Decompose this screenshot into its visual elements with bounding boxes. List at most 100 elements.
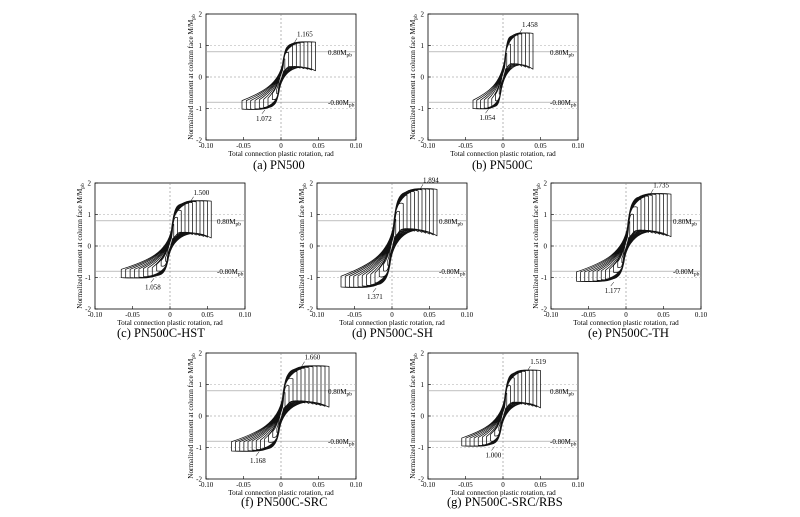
x-tick-label: -0.10 <box>544 311 559 319</box>
y-tick-label: -2 <box>307 306 313 314</box>
plot-frame <box>427 13 579 141</box>
chart-plot-b: -0.10 -0.05 0 0.05 0.10 2 1 0 -1 -2 Total connecti… <box>409 11 585 159</box>
chart-plot-a: -0.10 -0.05 0 0.05 0.10 2 1 0 -1 -2 Total connecti… <box>187 11 363 159</box>
y-tick-label: -2 <box>418 137 424 145</box>
y-tick-label: 1 <box>199 42 203 50</box>
max-moment-label: 1.500 <box>194 189 210 197</box>
y-tick-label: -1 <box>85 274 91 282</box>
max-moment-leader <box>301 361 305 367</box>
max-moment-leader <box>527 366 531 372</box>
chart-panel-e: -0.10 -0.05 0 0.05 0.10 2 1 0 -1 -2 Total connecti… <box>528 177 728 347</box>
y-tick-label: 0 <box>199 413 203 421</box>
ref-negative-label: -0.80Mpb <box>439 268 466 278</box>
x-tick-label: 0.05 <box>534 142 547 150</box>
chart-caption-d: (d) PN500C-SH <box>352 326 433 340</box>
min-moment-label: 1.168 <box>250 457 266 465</box>
chart-panel-d: -0.10 -0.05 0 0.05 0.10 2 1 0 -1 -2 Total connecti… <box>294 176 494 347</box>
y-tick-label: -2 <box>196 137 202 145</box>
y-tick-label: -1 <box>307 274 313 282</box>
hysteresis-loops <box>231 365 330 452</box>
y-axis-label: Normalized moment at column face M/Mpb <box>187 353 197 479</box>
x-tick-label: 0.05 <box>312 142 325 150</box>
chart-caption-c: (c) PN500C-HST <box>117 326 205 340</box>
min-moment-leader <box>150 278 155 283</box>
x-tick-label: -0.05 <box>347 311 362 319</box>
x-tick-label: 0 <box>501 481 505 489</box>
hysteresis-loops <box>241 41 316 110</box>
y-axis-label: Normalized moment at column face M/Mpb <box>409 14 419 140</box>
y-tick-label: -2 <box>85 306 91 314</box>
x-tick-label: -0.10 <box>88 311 103 319</box>
x-tick-label: 0 <box>168 311 172 319</box>
min-moment-label: 1.072 <box>256 115 272 123</box>
y-tick-label: 2 <box>310 180 314 188</box>
x-tick-label: -0.05 <box>236 142 251 150</box>
y-axis-label: Normalized moment at column face M/Mpb <box>409 353 419 479</box>
ref-negative-label: -0.80Mpb <box>550 99 577 109</box>
chart-plot-f: -0.10 -0.05 0 0.05 0.10 2 1 0 -1 -2 Total connecti… <box>187 350 363 498</box>
x-axis-label: Total connection plastic rotation, rad <box>228 150 334 158</box>
x-tick-label: -0.10 <box>199 481 214 489</box>
x-tick-label: 0 <box>390 311 394 319</box>
plot-frame <box>427 352 579 480</box>
y-tick-label: -1 <box>418 105 424 113</box>
y-tick-label: -1 <box>418 444 424 452</box>
x-tick-label: 0.05 <box>423 311 436 319</box>
chart-plot-g: -0.10 -0.05 0 0.05 0.10 2 1 0 -1 -2 Total connecti… <box>409 350 585 498</box>
hysteresis-path <box>120 200 212 279</box>
min-moment-label: 1.177 <box>605 287 621 295</box>
chart-plot-d: -0.10 -0.05 0 0.05 0.10 2 1 0 -1 -2 Total connecti… <box>298 176 474 327</box>
min-moment-leader <box>485 109 489 114</box>
y-tick-label: -1 <box>541 274 547 282</box>
ref-positive-label: 0.80Mpb <box>217 218 241 228</box>
ref-negative-label: -0.80Mpb <box>328 99 355 109</box>
x-axis-label: Total connection plastic rotation, rad <box>339 319 445 327</box>
x-tick-label: 0.10 <box>239 311 252 319</box>
y-tick-label: 0 <box>421 413 425 421</box>
y-tick-label: 1 <box>544 211 548 219</box>
chart-caption-g: (g) PN500C-SRC/RBS <box>447 495 563 509</box>
x-tick-label: 0.10 <box>572 481 585 489</box>
y-tick-label: -1 <box>196 444 202 452</box>
y-axis-label: Normalized moment at column face M/Mpb <box>298 183 308 309</box>
ref-negative-label: -0.80Mpb <box>328 438 355 448</box>
min-moment-leader <box>261 109 266 114</box>
min-moment-label: 1.054 <box>480 114 496 122</box>
chart-panel-c: -0.10 -0.05 0 0.05 0.10 2 1 0 -1 -2 Total connecti… <box>72 177 272 347</box>
plot-frame <box>94 182 246 310</box>
ref-negative-label: -0.80Mpb <box>217 268 244 278</box>
hysteresis-path <box>472 32 534 110</box>
x-tick-label: 0.10 <box>572 142 585 150</box>
ref-positive-label: 0.80Mpb <box>328 49 352 59</box>
ref-negative-label: -0.80Mpb <box>673 268 700 278</box>
y-tick-label: 2 <box>199 350 203 358</box>
max-moment-leader <box>293 38 298 44</box>
hysteresis-path <box>231 365 330 452</box>
x-axis-label: Total connection plastic rotation, rad <box>228 489 334 497</box>
x-tick-label: -0.05 <box>458 142 473 150</box>
x-tick-label: -0.05 <box>458 481 473 489</box>
chart-panel-b: -0.10 -0.05 0 0.05 0.10 2 1 0 -1 -2 Total connecti… <box>405 8 605 178</box>
ref-positive-label: 0.80Mpb <box>550 49 574 59</box>
hysteresis-loops <box>120 200 212 279</box>
plot-frame <box>550 182 702 310</box>
x-tick-label: -0.10 <box>421 481 436 489</box>
y-tick-label: 0 <box>421 74 425 82</box>
hysteresis-loops <box>340 188 438 288</box>
x-tick-label: 0 <box>624 311 628 319</box>
y-tick-label: 1 <box>421 381 425 389</box>
ref-negative-label: -0.80Mpb <box>550 438 577 448</box>
min-moment-leader <box>491 446 495 451</box>
max-moment-leader <box>518 28 523 35</box>
min-moment-label: 1.058 <box>145 283 161 291</box>
chart-plot-c: -0.10 -0.05 0 0.05 0.10 2 1 0 -1 -2 Total connecti… <box>76 180 252 328</box>
x-tick-label: 0.05 <box>657 311 670 319</box>
y-axis-label: Normalized moment at column face M/Mpb <box>532 183 542 309</box>
chart-caption-e: (e) PN500C-TH <box>588 326 669 340</box>
hysteresis-path <box>241 41 316 110</box>
ref-positive-label: 0.80Mpb <box>673 218 697 228</box>
chart-caption-f: (f) PN500C-SRC <box>241 495 328 509</box>
hysteresis-path <box>461 369 541 447</box>
y-tick-label: 2 <box>421 350 425 358</box>
x-tick-label: 0.10 <box>461 311 474 319</box>
